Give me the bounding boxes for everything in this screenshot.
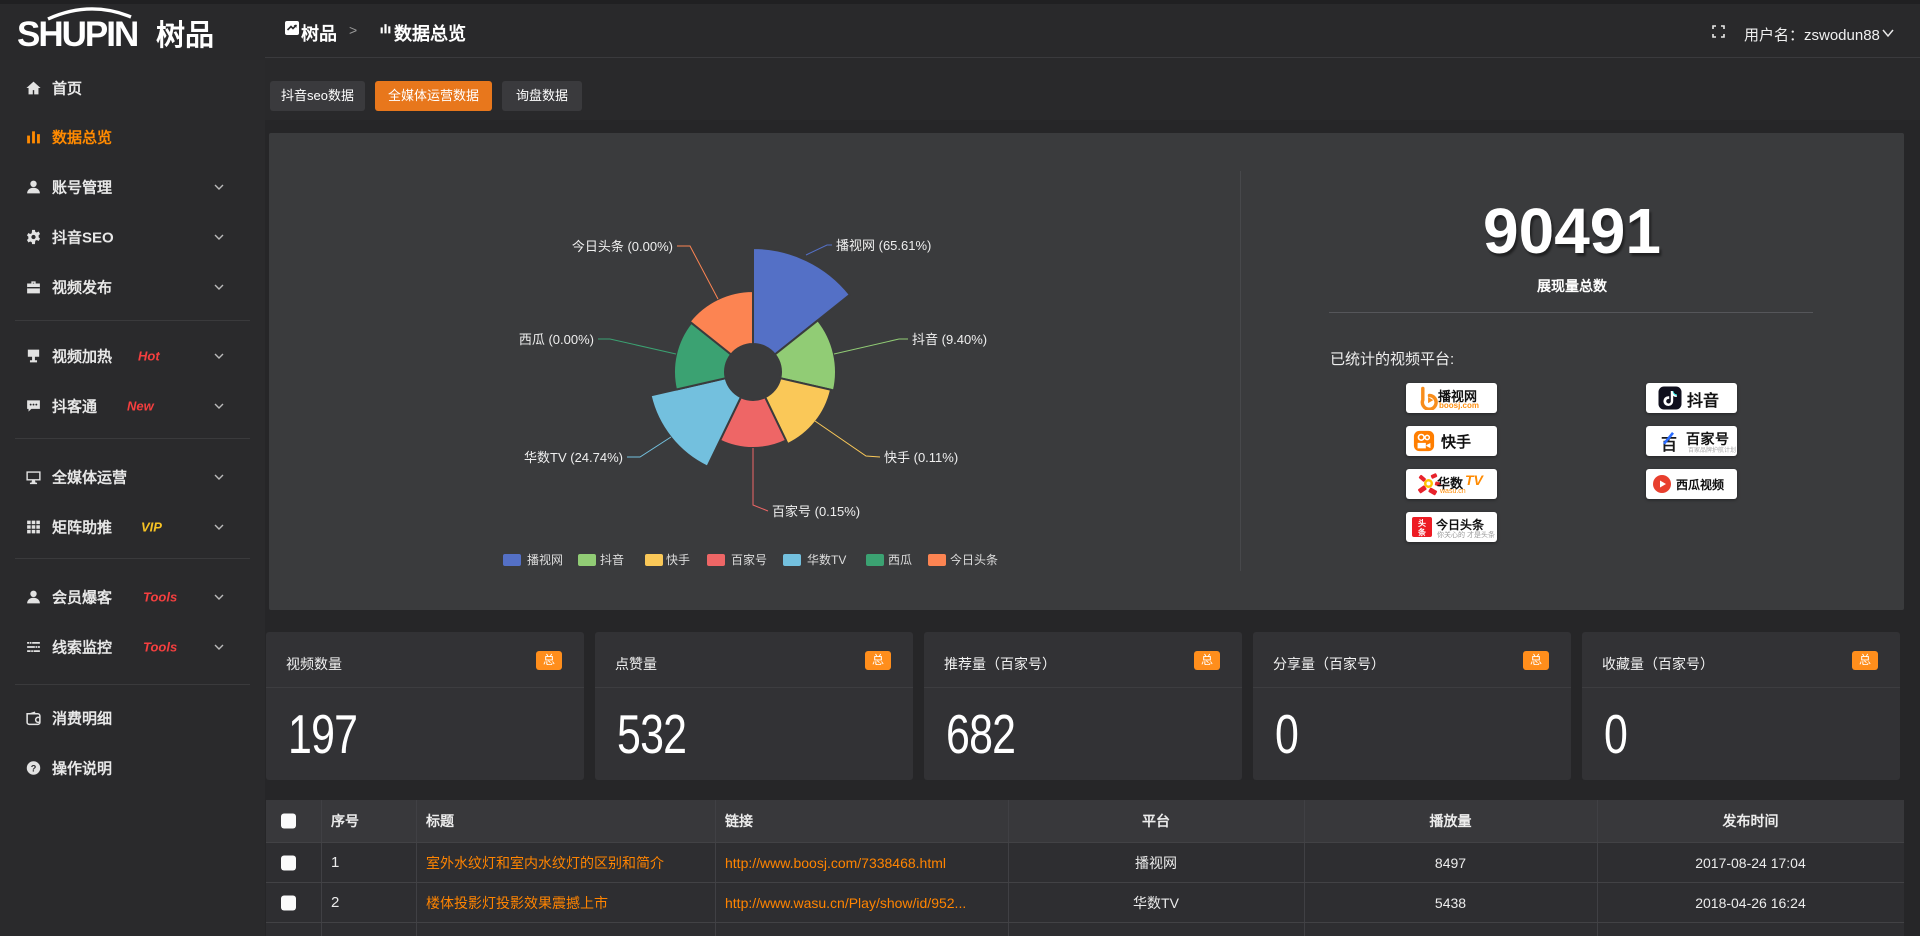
svg-text:SHUPIN: SHUPIN: [17, 15, 137, 54]
svg-text:播视网: 播视网: [527, 552, 563, 567]
svg-text:快手: 快手: [666, 553, 690, 567]
svg-text:播视网 (65.61%): 播视网 (65.61%): [836, 238, 931, 253]
svg-text:西瓜: 西瓜: [888, 553, 912, 567]
svg-text:抖音: 抖音: [600, 552, 624, 567]
svg-text:?: ?: [31, 764, 37, 774]
svg-text:百家号 (0.15%): 百家号 (0.15%): [772, 504, 860, 519]
svg-text:条: 条: [1417, 527, 1427, 537]
svg-text:华数TV: 华数TV: [807, 552, 846, 567]
svg-text:百家号: 百家号: [731, 552, 767, 567]
svg-text:今日头条: 今日头条: [950, 552, 998, 567]
svg-text:今日头条 (0.00%): 今日头条 (0.00%): [572, 239, 673, 254]
svg-text:头: 头: [1418, 518, 1426, 528]
svg-text:华数TV (24.74%): 华数TV (24.74%): [524, 450, 623, 465]
svg-text:快手 (0.11%): 快手 (0.11%): [884, 450, 958, 465]
svg-text:抖音 (9.40%): 抖音 (9.40%): [912, 332, 987, 347]
svg-text:树品: 树品: [156, 19, 214, 52]
svg-text:西瓜 (0.00%): 西瓜 (0.00%): [519, 332, 594, 347]
